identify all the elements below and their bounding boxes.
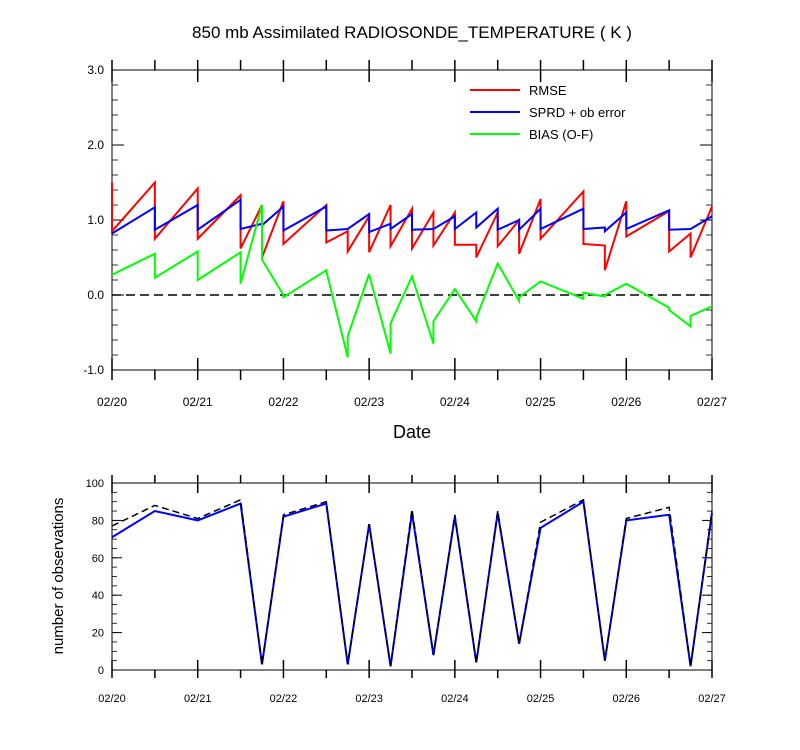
x-tick-label: 02/24 [440,395,470,409]
y-tick-label: 0 [98,665,104,677]
x-tick-label: 02/20 [97,395,127,409]
x-tick-label: 02/25 [526,395,556,409]
top-chart: 850 mb Assimilated RADIOSONDE_TEMPERATUR… [83,23,727,442]
bottom-series [111,498,713,667]
x-tick-label: 02/20 [98,693,126,705]
y-tick-label: -1.0 [83,363,104,377]
x-tick-label: 02/26 [613,693,641,705]
y-axis-label: number of observations [50,498,67,655]
x-tick-label: 02/23 [355,693,383,705]
x-tick-label: 02/25 [527,693,555,705]
x-tick-label: 02/24 [441,693,469,705]
legend-label: SPRD + ob error [529,105,626,120]
y-tick-label: 3.0 [87,63,104,77]
bottom-axes: 02/20 02/21 02/22 02/23 02/24 02/25 02/26 02/27… [86,475,726,705]
y-tick-label: 40 [92,590,104,602]
top-axes: 02/20 02/21 02/22 02/23 02/24 02/25 02/26 02/27… [83,60,727,409]
y-tick-label: 60 [92,553,104,565]
x-tick-label: 02/27 [698,693,726,705]
y-tick-label: 80 [92,515,104,527]
x-tick-label: 02/23 [354,395,384,409]
y-tick-label: 0.0 [87,288,104,302]
legend-label: BIAS (O-F) [529,127,593,142]
legend: RMSE SPRD + ob error BIAS (O-F) [470,83,626,142]
sprd-ob-error-line [111,197,713,235]
x-axis-label: Date [393,422,431,442]
y-tick-label: 20 [92,628,104,640]
legend-label: RMSE [529,83,567,98]
chart-title: 850 mb Assimilated RADIOSONDE_TEMPERATUR… [192,23,632,42]
bottom-chart: 02/20 02/21 02/22 02/23 02/24 02/25 02/26 02/27… [50,475,726,705]
x-tick-label: 02/21 [183,395,213,409]
y-tick-label: 2.0 [87,138,104,152]
x-tick-label: 02/21 [184,693,212,705]
top-series [111,179,713,358]
x-tick-label: 02/27 [697,395,727,409]
rmse-line [111,179,713,271]
series-0-line [111,500,713,667]
x-tick-label: 02/26 [611,395,641,409]
bias-o-f-line [111,204,713,358]
series-1-line [111,498,713,667]
y-tick-label: 100 [86,478,104,490]
y-tick-label: 1.0 [87,213,104,227]
x-tick-label: 02/22 [268,395,298,409]
x-tick-label: 02/22 [270,693,298,705]
